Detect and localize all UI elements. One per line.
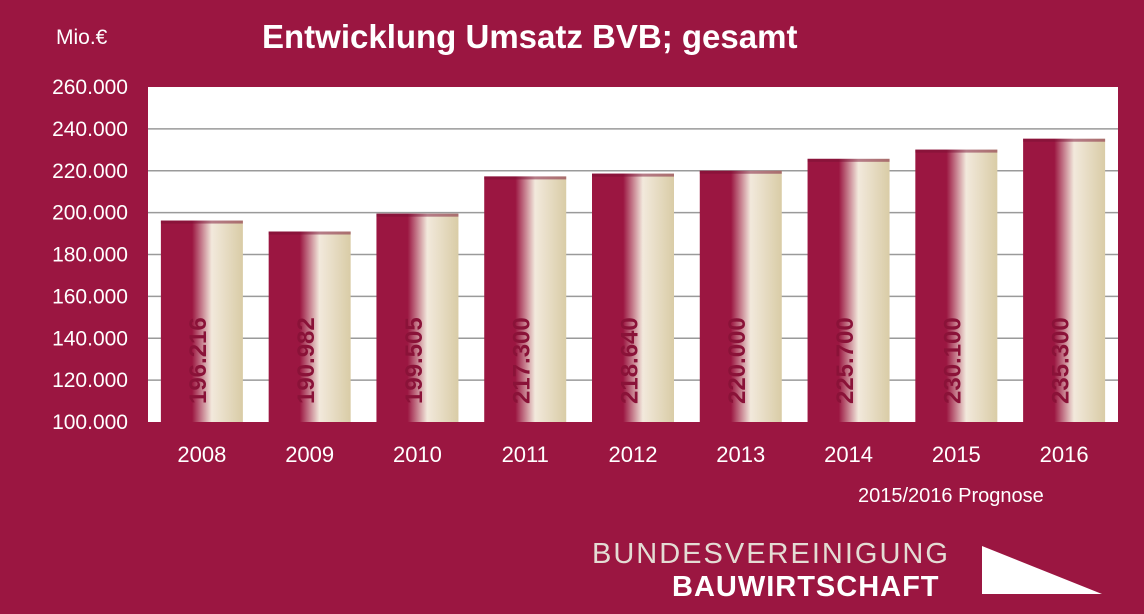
bar-top-edge [1023, 138, 1106, 142]
x-tick-label: 2008 [177, 442, 226, 467]
y-tick-label: 220.000 [52, 160, 128, 183]
bar-2010 [376, 213, 459, 422]
bar-2015 [915, 149, 998, 422]
bar-2013 [699, 170, 782, 422]
x-tick-label: 2014 [824, 442, 873, 467]
bar-top-edge [376, 213, 459, 217]
bar-value-label: 199.505 [401, 317, 428, 404]
x-tick-label: 2013 [716, 442, 765, 467]
x-tick-label: 2012 [609, 442, 658, 467]
bar-top-edge [160, 220, 243, 224]
forecast-note: 2015/2016 Prognose [858, 485, 1044, 507]
bar-top-edge [268, 231, 351, 235]
bar-2009 [268, 231, 351, 422]
y-tick-label: 100.000 [52, 411, 128, 434]
bar-value-label: 235.300 [1047, 317, 1074, 404]
bar-2014 [807, 158, 890, 423]
y-axis-unit: Mio.€ [56, 26, 108, 49]
bar-2012 [592, 173, 674, 422]
x-tick-label: 2010 [393, 442, 442, 467]
x-tick-label: 2011 [502, 442, 549, 467]
y-tick-label: 260.000 [52, 76, 128, 99]
bar-2011 [484, 176, 567, 422]
bar-2016 [1023, 138, 1106, 422]
y-tick-label: 140.000 [52, 327, 128, 350]
bar-top-edge [484, 176, 567, 180]
y-tick-label: 200.000 [52, 202, 128, 225]
x-tick-label: 2015 [932, 442, 981, 467]
bar-value-label: 190.982 [293, 317, 320, 404]
chart-title: Entwicklung Umsatz BVB; gesamt [262, 18, 798, 55]
bar-2008 [160, 220, 243, 422]
brand-name-line1: BUNDESVEREINIGUNG [592, 538, 950, 570]
brand-name-line2: BAUWIRTSCHAFT [672, 571, 940, 603]
bar-value-label: 217.300 [509, 317, 536, 404]
bar-top-edge [807, 158, 890, 162]
bar-value-label: 220.000 [724, 317, 751, 404]
bar-top-edge [699, 170, 782, 174]
bar-value-label: 196.216 [185, 317, 212, 404]
bar-value-label: 225.700 [832, 317, 859, 404]
y-tick-label: 120.000 [52, 369, 128, 392]
y-tick-label: 180.000 [52, 244, 128, 267]
bar-top-edge [915, 149, 998, 153]
y-tick-label: 240.000 [52, 118, 128, 141]
y-tick-label: 160.000 [52, 285, 128, 308]
bar-top-edge [592, 173, 674, 177]
bar-value-label: 230.100 [940, 317, 967, 404]
x-tick-label: 2009 [285, 442, 334, 467]
bar-value-label: 218.640 [616, 317, 643, 404]
x-tick-label: 2016 [1040, 442, 1089, 467]
